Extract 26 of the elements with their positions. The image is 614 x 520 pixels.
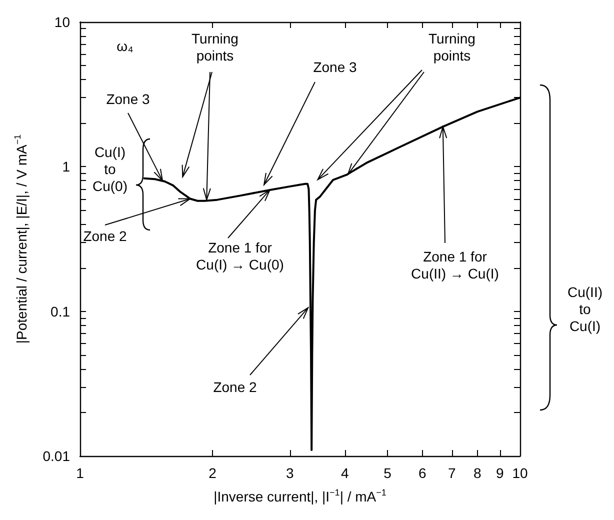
annotation: Zone 3 xyxy=(313,58,358,75)
y-axis-title: |Potential / current|, |E/I|, / V mA−1 xyxy=(12,134,30,344)
annotation: Zone 2 xyxy=(83,228,128,244)
x-tick-label: 9 xyxy=(496,465,504,481)
x-tick-label: 6 xyxy=(418,465,426,481)
annotation: ω₄ xyxy=(116,38,134,54)
annotation: Turning points xyxy=(192,30,238,64)
y-tick-label: 0.1 xyxy=(50,303,70,320)
y-tick-label: 1 xyxy=(62,158,70,175)
annotation: Zone 1 for Cu(II) → Cu(I) xyxy=(411,248,499,282)
x-tick-label: 5 xyxy=(384,465,392,481)
x-tick-label: 10 xyxy=(512,465,528,481)
y-tick-label: 10 xyxy=(54,14,70,30)
annotation: Zone 2 xyxy=(213,378,258,395)
x-tick-label: 8 xyxy=(473,465,482,481)
annotation: Turning points xyxy=(428,30,476,64)
x-tick-label: 1 xyxy=(76,465,84,481)
annotation: Zone 3 xyxy=(106,90,150,107)
annotation: Zone 1 for Cu(I) → Cu(0) xyxy=(196,239,284,272)
annotation: Cu(I) to Cu(0) xyxy=(92,144,128,194)
x-tick-label: 2 xyxy=(208,465,217,481)
x-tick-label: 4 xyxy=(341,465,350,481)
text: Cu(II) to Cu(I) xyxy=(568,284,602,334)
x-tick-label: 3 xyxy=(286,465,294,481)
y-tick-label: 0.01 xyxy=(42,448,70,464)
x-tick-label: 7 xyxy=(448,465,456,481)
